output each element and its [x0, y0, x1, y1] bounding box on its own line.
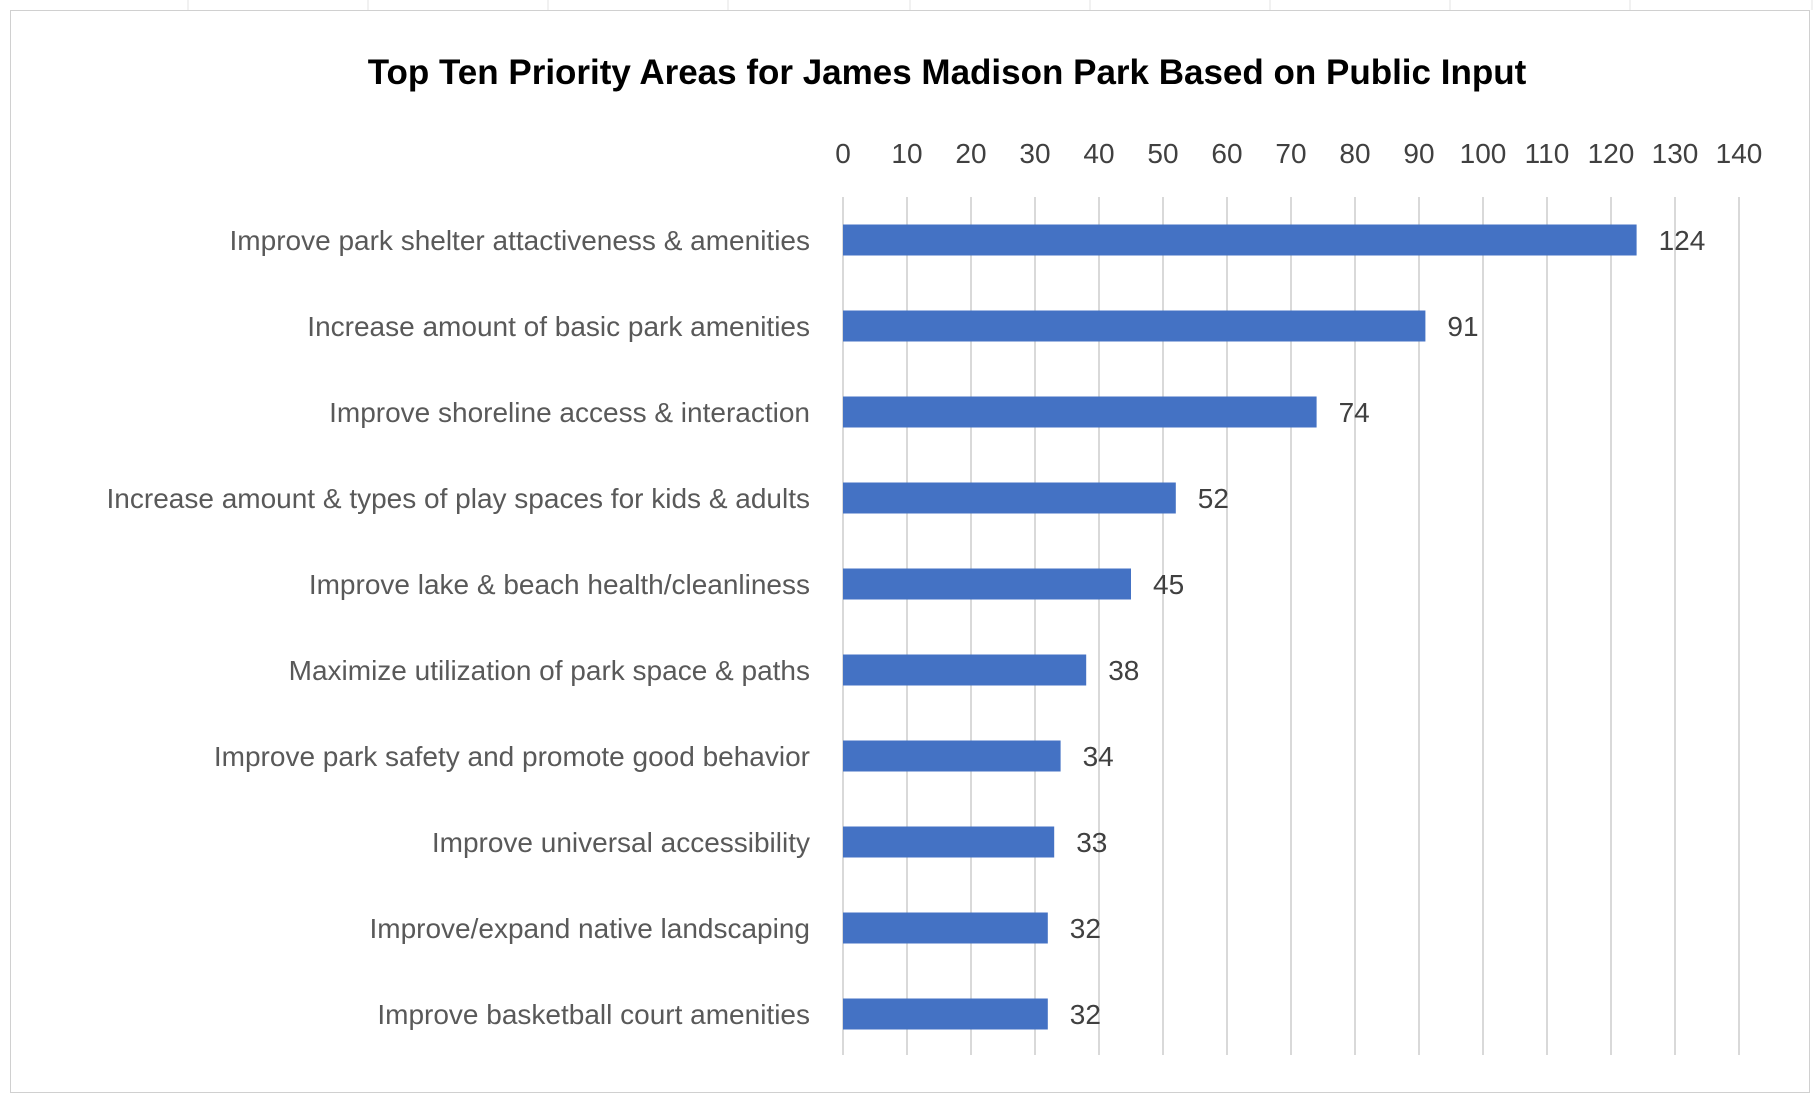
- x-tick-label: 40: [1083, 138, 1114, 169]
- bar[interactable]: [843, 912, 1048, 944]
- data-label: 32: [1070, 999, 1101, 1030]
- x-tick-label: 100: [1460, 138, 1507, 169]
- bar[interactable]: [843, 396, 1317, 428]
- x-tick-label: 50: [1147, 138, 1178, 169]
- bar[interactable]: [843, 482, 1176, 514]
- data-label: 91: [1447, 311, 1478, 342]
- data-label: 33: [1076, 827, 1107, 858]
- category-label: Improve park shelter attactiveness & ame…: [230, 225, 810, 256]
- x-tick-label: 120: [1588, 138, 1635, 169]
- category-label: Maximize utilization of park space & pat…: [289, 655, 810, 686]
- data-label: 45: [1153, 569, 1184, 600]
- x-tick-label: 80: [1339, 138, 1370, 169]
- bar[interactable]: [843, 654, 1087, 686]
- category-label: Improve universal accessibility: [432, 827, 810, 858]
- chart-title: Top Ten Priority Areas for James Madison…: [368, 53, 1527, 92]
- x-tick-label: 10: [891, 138, 922, 169]
- x-tick-label: 130: [1652, 138, 1699, 169]
- x-tick-label: 30: [1019, 138, 1050, 169]
- x-tick-label: 0: [835, 138, 851, 169]
- bar[interactable]: [843, 826, 1055, 858]
- category-label: Improve/expand native landscaping: [369, 913, 810, 944]
- category-label: Improve park safety and promote good beh…: [214, 741, 810, 772]
- bar[interactable]: [843, 998, 1048, 1030]
- x-tick-label: 140: [1716, 138, 1763, 169]
- bar[interactable]: [843, 310, 1426, 342]
- bar[interactable]: [843, 224, 1637, 256]
- x-tick-label: 60: [1211, 138, 1242, 169]
- category-label: Improve lake & beach health/cleanliness: [309, 569, 810, 600]
- x-tick-label: 110: [1525, 138, 1570, 169]
- bar[interactable]: [843, 568, 1131, 600]
- data-label: 34: [1083, 741, 1114, 772]
- x-tick-label: 70: [1275, 138, 1306, 169]
- x-tick-label: 90: [1403, 138, 1434, 169]
- category-label: Increase amount & types of play spaces f…: [107, 483, 810, 514]
- data-label: 74: [1339, 397, 1370, 428]
- data-label: 52: [1198, 483, 1229, 514]
- category-label: Improve basketball court amenities: [377, 999, 810, 1030]
- data-label: 124: [1659, 225, 1706, 256]
- bar[interactable]: [843, 740, 1061, 772]
- category-label: Increase amount of basic park amenities: [307, 311, 810, 342]
- data-label: 38: [1108, 655, 1139, 686]
- x-tick-label: 20: [955, 138, 986, 169]
- data-label: 32: [1070, 913, 1101, 944]
- category-label: Improve shoreline access & interaction: [329, 397, 810, 428]
